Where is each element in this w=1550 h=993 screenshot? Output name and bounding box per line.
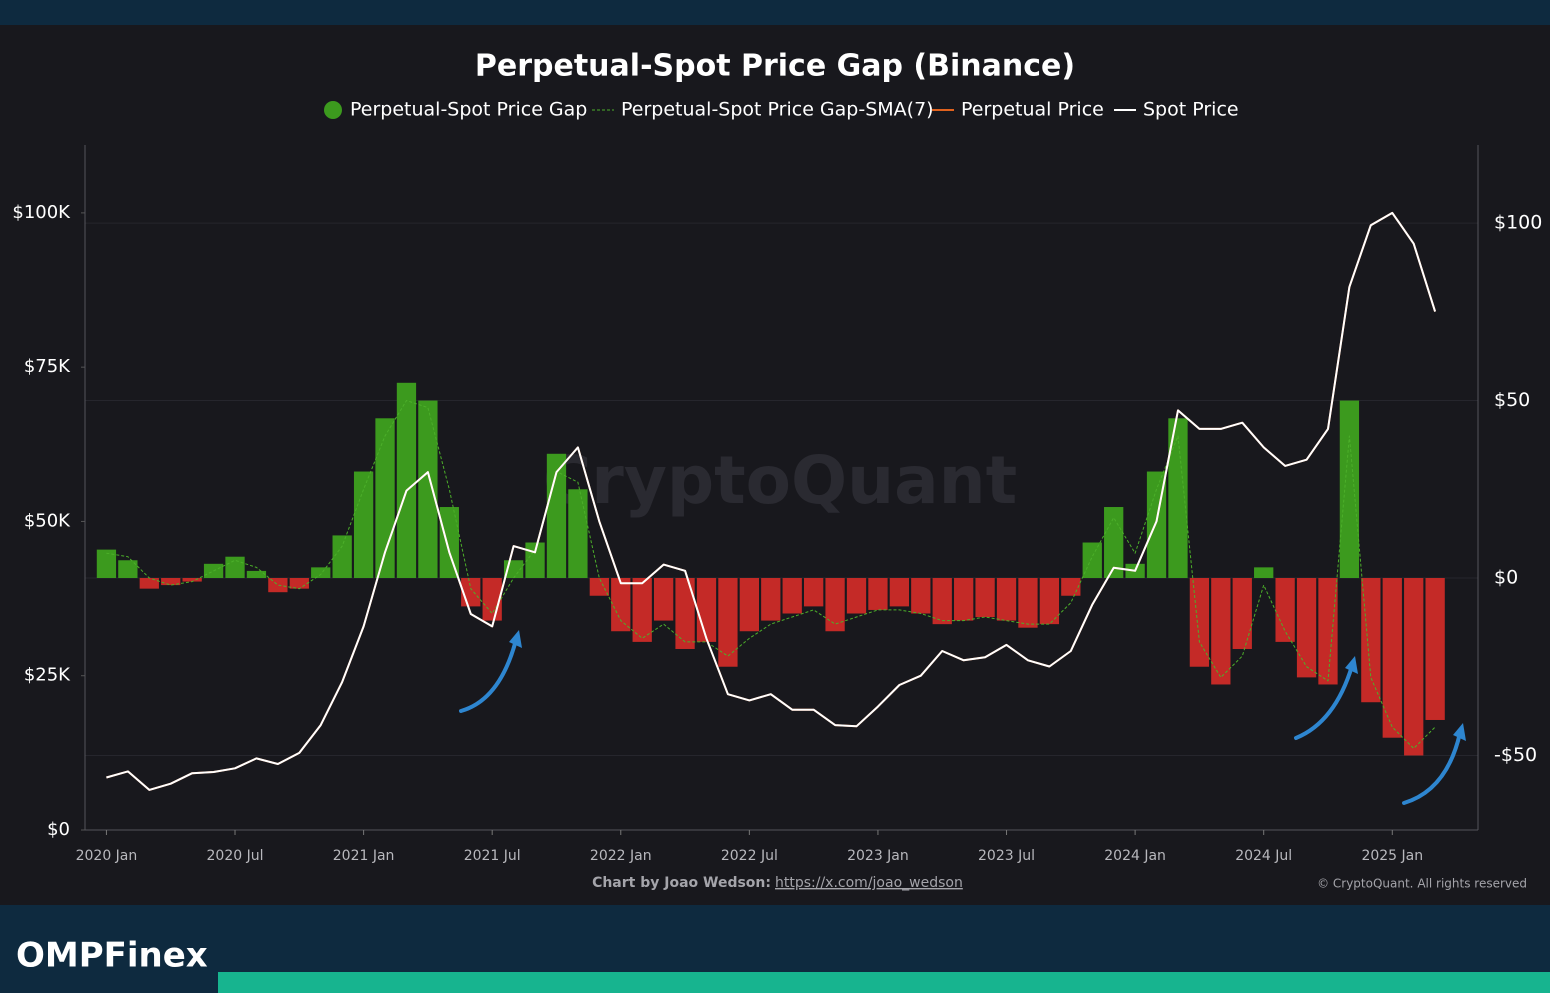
arrow-head	[1345, 656, 1358, 674]
gap-bar	[1339, 400, 1360, 579]
watermark: CryptoQuant	[543, 442, 1017, 519]
credit: Chart by Joao Wedson:	[592, 875, 771, 891]
x-tick-label: 2023 Jul	[978, 848, 1035, 864]
gap-bar	[1039, 578, 1060, 625]
gap-bar	[568, 489, 588, 579]
y-tick-label: $0	[47, 819, 70, 840]
gap-bar	[118, 560, 138, 579]
gap-bar	[589, 578, 609, 596]
gap-bar	[782, 578, 802, 614]
y-tick-label: $50K	[24, 510, 71, 531]
y2-tick-label: $0	[1494, 567, 1518, 589]
gap-bar	[182, 578, 202, 582]
legend-label: Perpetual-Spot Price Gap-SMA(7)	[621, 99, 934, 121]
gap-bar	[96, 549, 117, 579]
gap-bar	[804, 578, 824, 607]
gap-bar	[632, 578, 652, 642]
gap-bar	[1254, 567, 1274, 579]
gap-bar	[1361, 578, 1381, 703]
gap-bar	[268, 578, 288, 593]
y2-tick-label: -$50	[1494, 744, 1537, 766]
gap-bar	[932, 578, 952, 625]
credit-link[interactable]: https://x.com/joao_wedson	[775, 875, 963, 891]
x-tick-label: 2025 Jan	[1361, 848, 1423, 864]
gap-bar	[739, 578, 759, 632]
brand-logo: OMPFinex	[16, 936, 208, 976]
gap-bar	[353, 471, 374, 579]
gap-bar	[289, 578, 309, 589]
legend-label: Spot Price	[1143, 99, 1239, 121]
gap-bar	[954, 578, 974, 621]
gap-bar	[1061, 578, 1081, 596]
gap-bar	[546, 453, 567, 579]
arrow-heads	[509, 630, 1466, 741]
gap-bar	[139, 578, 159, 589]
y-tick-label: $25K	[24, 665, 71, 686]
gap-bar	[611, 578, 631, 632]
gap-bar	[868, 578, 888, 610]
gap-bar	[439, 507, 459, 579]
gap-bar	[1275, 578, 1295, 642]
arrow-head	[1453, 723, 1466, 741]
gap-bar	[825, 578, 845, 632]
x-tick-label: 2020 Jul	[207, 848, 264, 864]
x-tick-label: 2024 Jul	[1235, 848, 1292, 864]
plot: -$50 $0 $50 $100 $0 $25K $50K $75K $100K 2020 Jan…	[12, 145, 1542, 864]
x-tick-label: 2021 Jan	[333, 848, 395, 864]
x-tick-label: 2022 Jan	[590, 848, 652, 864]
gap-bar	[761, 578, 781, 621]
gap-bar	[996, 578, 1017, 621]
gap-bar	[1318, 578, 1338, 685]
chart-title: Perpetual-Spot Price Gap (Binance)	[475, 49, 1075, 84]
copyright: © CryptoQuant. All rights reserved	[1317, 877, 1527, 891]
top-band	[0, 0, 1550, 25]
gap-bar	[1168, 418, 1188, 579]
x-tick-label: 2024 Jan	[1104, 848, 1166, 864]
arrow-head	[509, 630, 522, 648]
y2-tick-label: $100	[1494, 212, 1542, 234]
legend: Perpetual-Spot Price Gap Perpetual-Spot P…	[324, 99, 1239, 121]
gap-bar	[246, 570, 267, 579]
gap-bar	[718, 578, 738, 667]
y-tick-label: $75K	[24, 356, 71, 377]
x-tick-label: 2021 Jul	[464, 848, 521, 864]
gap-bar	[675, 578, 695, 649]
gap-bar	[1425, 578, 1445, 720]
gap-bar	[396, 382, 417, 579]
arrow	[1294, 664, 1354, 740]
gap-bar	[653, 578, 674, 621]
gap-bar	[696, 578, 717, 642]
x-tick-label: 2020 Jan	[76, 848, 138, 864]
y-tick-label: $100K	[12, 202, 71, 223]
gap-bar	[1232, 578, 1252, 649]
arrow	[459, 638, 518, 713]
gap-bar	[1018, 578, 1038, 628]
series-line	[106, 211, 1437, 791]
gap-bar	[161, 578, 181, 586]
x-tick-label: 2022 Jul	[721, 848, 778, 864]
gap-bar	[889, 578, 910, 607]
gap-bar	[418, 400, 438, 579]
gap-bar	[846, 578, 867, 614]
gap-bar	[911, 578, 931, 614]
gap-bar	[311, 567, 331, 579]
gap-bar	[1296, 578, 1317, 678]
y2-tick-label: $50	[1494, 389, 1530, 411]
gap-bar	[1211, 578, 1231, 685]
annotation-arrows	[459, 638, 1462, 805]
gap-bar	[225, 556, 245, 579]
gap-bar	[1082, 542, 1102, 579]
gap-bar	[975, 578, 995, 618]
gap-bar	[1404, 578, 1424, 756]
accent-bar	[218, 972, 1550, 993]
arrow	[1402, 731, 1462, 805]
legend-label: Perpetual-Spot Price Gap	[350, 99, 587, 121]
legend-marker	[324, 101, 342, 119]
x-tick-label: 2023 Jan	[847, 848, 909, 864]
gap-bar	[1382, 578, 1402, 738]
gap-bar	[332, 535, 352, 579]
legend-label: Perpetual Price	[961, 99, 1104, 121]
